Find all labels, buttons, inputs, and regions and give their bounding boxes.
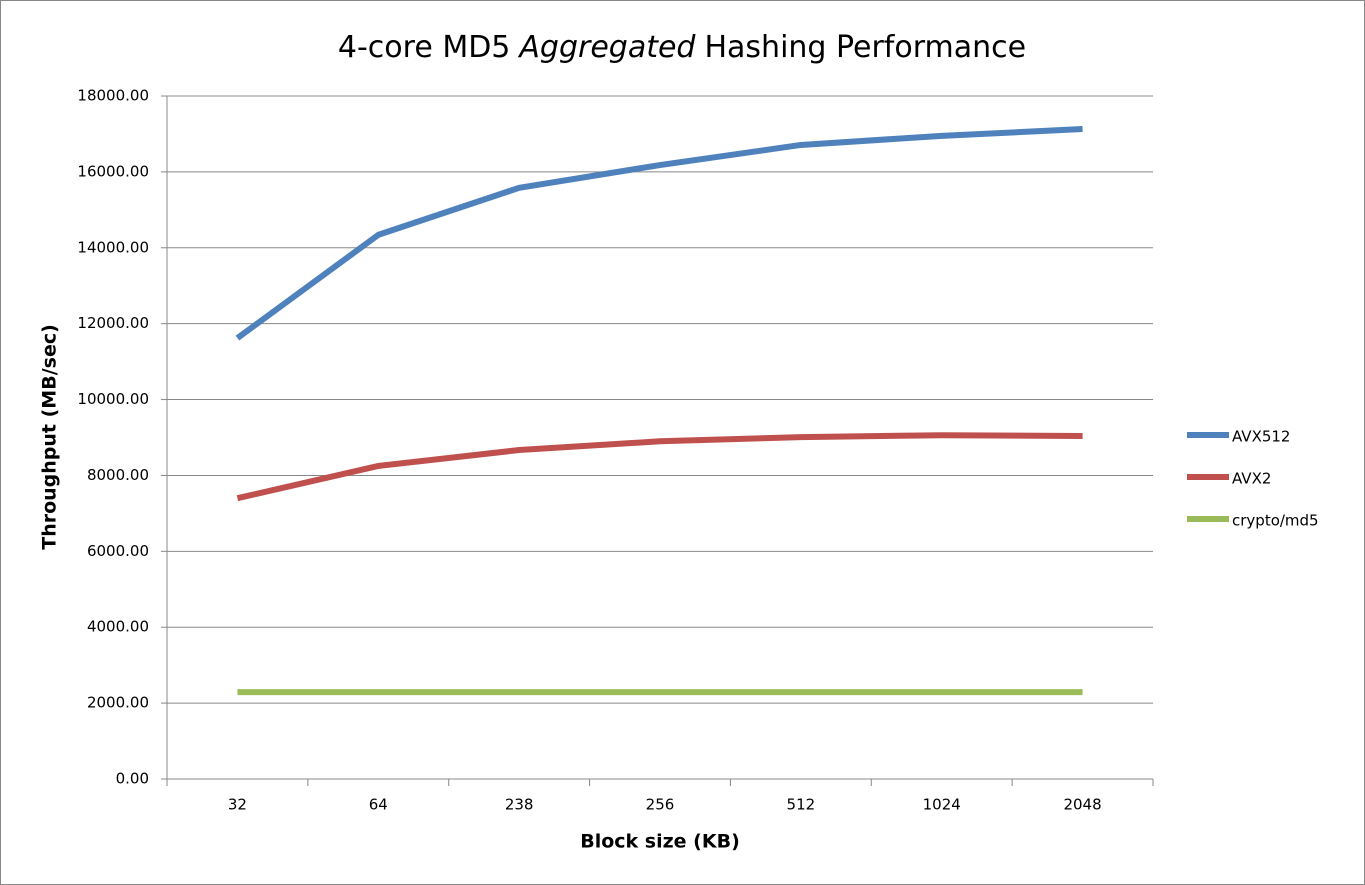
y-tick-label: 0.00 [116,770,149,788]
x-tick-label: 32 [228,796,247,814]
y-tick-label: 14000.00 [77,238,149,256]
x-tick-label: 1024 [923,796,961,814]
legend-label: AVX2 [1232,470,1271,488]
series-line [236,432,1083,502]
y-tick-label: 16000.00 [77,162,149,180]
x-tick-label: 64 [369,796,388,814]
y-axis-title: Throughput (MB/sec) [39,324,61,550]
chart-title: 4-core MD5 Aggregated Hashing Performance [338,30,1026,65]
title-part: Aggregated [517,30,696,65]
y-tick-label: 18000.00 [77,87,149,105]
y-tick-label: 6000.00 [87,542,149,560]
series-line [235,126,1083,341]
x-tick-label: 2048 [1063,796,1101,814]
legend-label: crypto/md5 [1232,512,1319,530]
y-tick-label: 8000.00 [87,466,149,484]
x-tick-label: 512 [787,796,816,814]
y-tick-label: 2000.00 [87,694,149,712]
title-part: 4-core MD5 [338,30,511,65]
x-axis-title: Block size (KB) [580,831,740,853]
x-tick-label: 238 [505,796,534,814]
title-part: Hashing Performance [704,30,1026,65]
legend-label: AVX512 [1232,428,1290,446]
x-tick-label: 256 [646,796,675,814]
y-tick-label: 10000.00 [77,390,149,408]
y-tick-label: 4000.00 [87,618,149,636]
y-tick-label: 12000.00 [77,314,149,332]
